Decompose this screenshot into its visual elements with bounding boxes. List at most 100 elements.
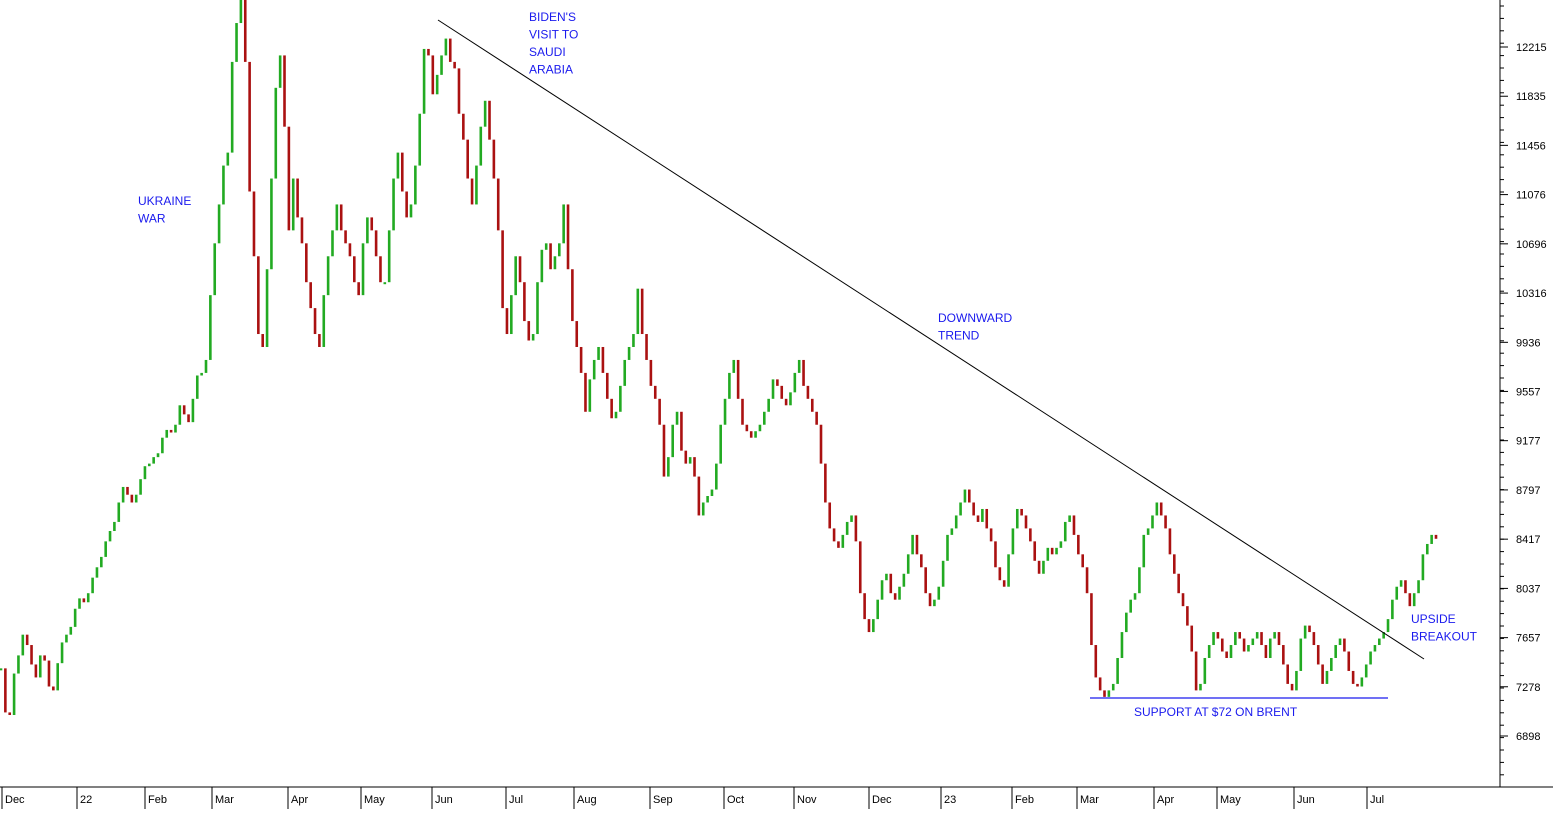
price-bar xyxy=(749,431,753,438)
x-axis: Dec 22 Feb Mar Apr May Jun Jul Aug Sep Oct Nov Dec 23… xyxy=(0,786,1553,809)
price-bar xyxy=(784,398,788,406)
price-bar xyxy=(1033,541,1037,561)
price-bar xyxy=(544,243,548,250)
price-bar xyxy=(1015,508,1019,529)
price-bar xyxy=(994,541,997,568)
price-bar xyxy=(178,405,182,425)
annotation-biden: BIDEN'S VISIT TO SAUDI ARABIA xyxy=(529,10,578,77)
price-bar xyxy=(448,38,452,62)
price-bar xyxy=(819,424,823,464)
price-bar xyxy=(1220,638,1224,652)
price-bar xyxy=(95,567,99,578)
price-bar xyxy=(933,599,936,607)
price-bar xyxy=(444,38,448,56)
price-bar xyxy=(662,424,666,477)
price-bar xyxy=(121,486,125,503)
price-bar xyxy=(1225,651,1228,658)
price-bar xyxy=(108,531,112,542)
annotation-support: SUPPORT AT $72 ON BRENT xyxy=(1134,705,1298,719)
annotation-line: UPSIDE xyxy=(1411,612,1456,626)
price-bar xyxy=(998,567,1002,581)
y-tick-label: 7278 xyxy=(1516,682,1540,694)
price-bar xyxy=(1260,632,1263,646)
price-bar xyxy=(649,359,653,386)
price-bar xyxy=(893,593,897,600)
price-bar xyxy=(174,424,177,433)
price-bar xyxy=(65,634,68,643)
price-bar xyxy=(658,398,661,425)
price-bar xyxy=(1177,573,1180,594)
price-bar xyxy=(837,541,840,548)
price-bar xyxy=(719,424,722,464)
price-bar xyxy=(1155,502,1159,516)
price-bar xyxy=(728,372,731,399)
price-bar xyxy=(924,567,927,594)
price-bar xyxy=(34,664,38,678)
x-tick-label: Jun xyxy=(1297,794,1315,806)
x-tick-label: Oct xyxy=(727,794,744,806)
price-bar xyxy=(38,655,42,678)
price-bar xyxy=(0,668,3,671)
y-tick-label: 9177 xyxy=(1516,436,1540,448)
price-bar xyxy=(248,61,251,192)
y-tick-label: 9936 xyxy=(1516,337,1540,349)
annotation-line: BREAKOUT xyxy=(1411,630,1478,644)
price-bar xyxy=(601,346,605,373)
price-bar xyxy=(52,686,55,691)
price-bar xyxy=(1146,528,1150,535)
price-bar xyxy=(911,534,914,555)
price-bar xyxy=(43,655,46,661)
annotation-line: SAUDI xyxy=(529,45,566,59)
price-bar xyxy=(1242,638,1246,652)
price-bar xyxy=(632,334,635,347)
y-tick-label: 11076 xyxy=(1516,190,1546,202)
annotation-line: TREND xyxy=(938,329,980,343)
price-bar xyxy=(789,392,792,406)
price-bar xyxy=(47,660,51,687)
price-bar xyxy=(671,424,674,458)
price-bar xyxy=(1207,645,1211,658)
price-bar xyxy=(1308,625,1311,633)
price-bar xyxy=(597,346,600,360)
price-bar xyxy=(1316,645,1320,665)
annotation-lines xyxy=(437,19,1425,699)
price-bar xyxy=(531,334,535,341)
price-bar xyxy=(8,712,12,716)
price-bar xyxy=(195,375,199,399)
price-bar xyxy=(1386,619,1390,633)
price-bar xyxy=(636,288,640,335)
price-bar xyxy=(222,165,225,205)
price-bar xyxy=(667,457,670,477)
price-bar xyxy=(902,573,906,587)
price-bar xyxy=(614,411,618,419)
price-bar xyxy=(1321,664,1324,684)
price-bar xyxy=(431,55,435,95)
price-bar xyxy=(1238,632,1242,639)
price-bar xyxy=(217,204,221,244)
price-bar xyxy=(1216,632,1220,639)
price-bar xyxy=(701,502,705,516)
price-bar xyxy=(518,256,522,283)
x-tick-label: May xyxy=(1220,794,1241,806)
price-bar xyxy=(566,204,570,270)
price-bar xyxy=(1334,645,1337,658)
price-bar xyxy=(898,586,901,600)
y-tick-label: 8417 xyxy=(1516,534,1540,546)
price-bar xyxy=(86,593,90,603)
x-tick-label: 23 xyxy=(944,794,956,806)
price-bar xyxy=(1325,670,1329,684)
price-bar xyxy=(488,100,491,140)
price-bar xyxy=(73,608,77,627)
x-tick-label: Jun xyxy=(435,794,453,806)
price-bar xyxy=(435,74,439,95)
price-bar xyxy=(1229,645,1233,658)
price-bar xyxy=(697,476,701,516)
y-tick-label: 11456 xyxy=(1516,140,1546,152)
price-bar xyxy=(91,577,94,594)
price-bar xyxy=(562,204,565,244)
price-bar xyxy=(985,508,989,529)
price-bar xyxy=(1295,670,1298,691)
price-bar xyxy=(1247,645,1250,652)
x-tick-label: Nov xyxy=(797,794,817,806)
annotation-line: VISIT TO xyxy=(529,28,578,42)
